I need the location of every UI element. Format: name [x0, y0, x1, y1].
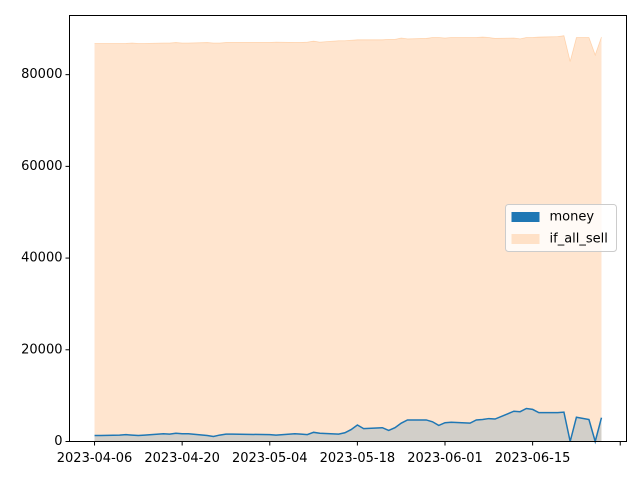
x-tick-label: 2023-04-20	[144, 451, 220, 466]
x-tick-label: 2023-06-15	[495, 451, 571, 466]
y-tick-label: 0	[54, 434, 62, 449]
legend-swatch	[511, 212, 540, 222]
legend-label: if_all_sell	[550, 232, 608, 247]
x-tick-label: 2023-05-18	[320, 451, 396, 466]
line	[94, 407, 603, 445]
y-tick-label: 20000	[21, 342, 62, 357]
y-tick-label: 80000	[21, 67, 62, 82]
y-tick-label: 60000	[21, 159, 62, 174]
area	[94, 35, 602, 442]
x-tick-label: 2023-06-01	[407, 451, 483, 466]
area	[94, 408, 602, 442]
legend-label: money	[550, 210, 595, 225]
line	[94, 35, 602, 62]
x-tick-label: 2023-05-04	[232, 451, 308, 466]
plot-area	[94, 35, 603, 445]
x-tick-label: 2023-04-06	[57, 451, 133, 466]
y-tick-label: 40000	[21, 251, 62, 266]
axes-frame	[69, 15, 627, 442]
legend-swatch	[511, 234, 540, 244]
